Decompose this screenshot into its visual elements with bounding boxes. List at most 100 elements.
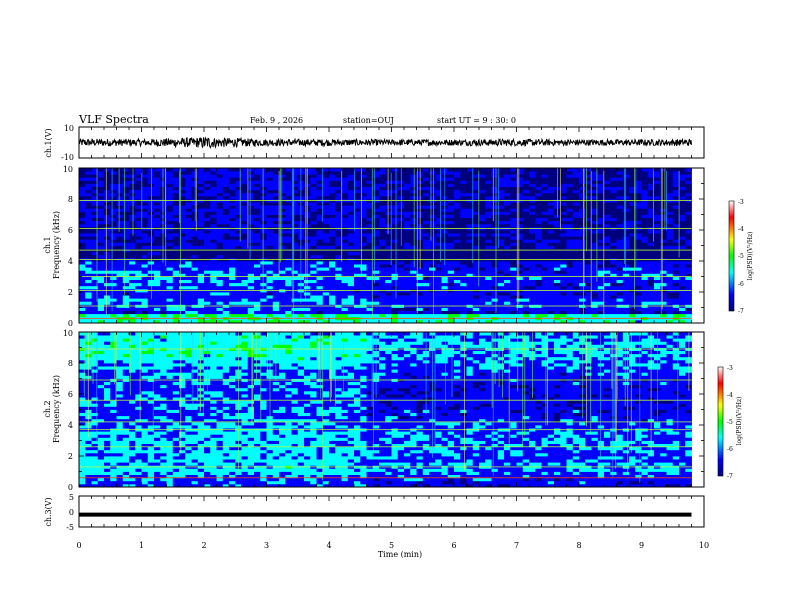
spectrogram-cell: [297, 310, 305, 315]
spectrogram-cell: [566, 236, 574, 240]
spectrogram-cell: [635, 239, 642, 243]
spectrogram-cell: [554, 233, 561, 237]
spectrogram-cell: [241, 254, 249, 259]
spectrogram-cell: [91, 230, 99, 234]
spectrogram-cell: [172, 189, 180, 194]
spectrogram-cell: [666, 276, 674, 280]
spectrogram-cell: [585, 171, 592, 175]
spectrogram-cell: [122, 245, 130, 249]
spectrogram-cell: [122, 285, 130, 290]
spectrogram-cell: [554, 276, 561, 280]
spectrogram-cell: [404, 205, 411, 209]
spectrogram-cell: [535, 195, 542, 200]
spectrogram-cell: [541, 295, 549, 299]
spectrogram-cell: [447, 251, 455, 256]
spectrogram-cell: [422, 233, 430, 237]
spectrogram-cell: [172, 223, 180, 228]
spectrogram-cell: [616, 295, 624, 299]
spectrogram-cell: [341, 270, 349, 274]
spectrogram-cell: [79, 292, 86, 296]
spectrogram-cell: [341, 276, 349, 280]
spectrogram-cell: [229, 220, 236, 225]
spectrogram-cell: [329, 301, 336, 305]
spectrogram-cell: [604, 261, 611, 265]
spectrogram-cell: [641, 202, 649, 206]
spectrogram-cell: [460, 205, 467, 209]
spectrogram-cell: [472, 183, 480, 187]
spectrogram-cell: [116, 202, 124, 206]
spectrogram-cell: [510, 273, 517, 277]
spectrogram-cell: [385, 273, 392, 277]
spectrogram-cell: [497, 211, 505, 215]
spectrogram-cell: [341, 279, 349, 284]
spectrogram-cell: [685, 319, 692, 323]
spectrogram-cell: [429, 251, 436, 256]
spectrogram-cell: [422, 267, 430, 271]
spectrogram-cell: [360, 242, 367, 246]
spectrogram-cell: [135, 189, 142, 194]
spectrogram-cell: [685, 298, 692, 302]
spectrogram-cell: [279, 217, 286, 222]
spectrogram-cell: [210, 214, 217, 218]
spectrogram-cell: [422, 189, 430, 194]
spectrogram-cell: [404, 202, 411, 206]
spectrogram-cell: [360, 192, 367, 197]
spectrogram-cell: [229, 217, 236, 222]
spectrogram-cell: [647, 214, 655, 218]
spectrogram-cell: [79, 183, 86, 187]
spectrogram-cell: [79, 254, 86, 259]
spectrogram-cell: [629, 261, 636, 265]
spectrogram-cell: [241, 295, 249, 299]
spectrogram-cell: [572, 202, 580, 206]
spectrogram-cell: [285, 261, 292, 265]
spectrogram-cell: [260, 192, 267, 197]
spectrogram-cell: [354, 242, 361, 246]
spectrogram-cell: [672, 264, 680, 268]
spectrogram-cell: [597, 168, 605, 172]
spectrogram-cell: [597, 242, 605, 246]
spectrogram-cell: [579, 254, 586, 259]
spectrogram-cell: [297, 319, 305, 323]
spectrogram-cell: [222, 282, 230, 287]
spectrogram-cell: [541, 171, 549, 175]
spectrogram-cell: [129, 313, 136, 318]
spectrogram-cell: [585, 183, 592, 187]
spectrogram-cell: [641, 301, 649, 305]
spectrogram-cell: [179, 171, 186, 175]
spectrogram-cell: [104, 276, 111, 280]
spectrogram-cell: [197, 307, 205, 311]
spectrogram-cell: [485, 183, 492, 187]
spectrogram-cell: [310, 310, 317, 315]
spectrogram-cell: [141, 301, 149, 305]
spectrogram-cell: [254, 233, 261, 237]
spectrogram-cell: [335, 192, 342, 197]
spectrogram-cell: [222, 292, 230, 296]
spectrogram-cell: [247, 208, 255, 212]
spectrogram-cell: [391, 189, 399, 194]
spectrogram-cell: [354, 273, 361, 277]
spectrogram-cell: [647, 223, 655, 228]
spectrogram-cell: [466, 233, 474, 237]
spectrogram-cell: [579, 313, 586, 318]
spectrogram-cell: [335, 254, 342, 259]
spectrogram-cell: [216, 301, 224, 305]
spectrogram-cell: [629, 192, 636, 197]
spectrogram-cell: [216, 208, 224, 212]
spectrogram-cell: [572, 295, 580, 299]
spectrogram-cell: [660, 180, 667, 184]
spectrogram-cell: [372, 217, 380, 222]
spectrogram-cell: [679, 171, 686, 175]
spectrogram-cell: [122, 273, 130, 277]
spectrogram-cell: [441, 285, 449, 290]
spectrogram-cell: [316, 242, 324, 246]
spectrogram-cell: [266, 245, 274, 249]
spectrogram-cell: [104, 261, 111, 265]
spectrogram-cell: [522, 292, 530, 296]
spectrogram-cell: [272, 292, 280, 296]
spectrogram-cell: [504, 279, 511, 284]
spectrogram-cell: [647, 233, 655, 237]
spectrogram-cell: [385, 202, 392, 206]
spectrogram-cell: [410, 177, 417, 181]
spectrogram-cell: [116, 186, 124, 191]
spectrogram-cell: [579, 192, 586, 197]
